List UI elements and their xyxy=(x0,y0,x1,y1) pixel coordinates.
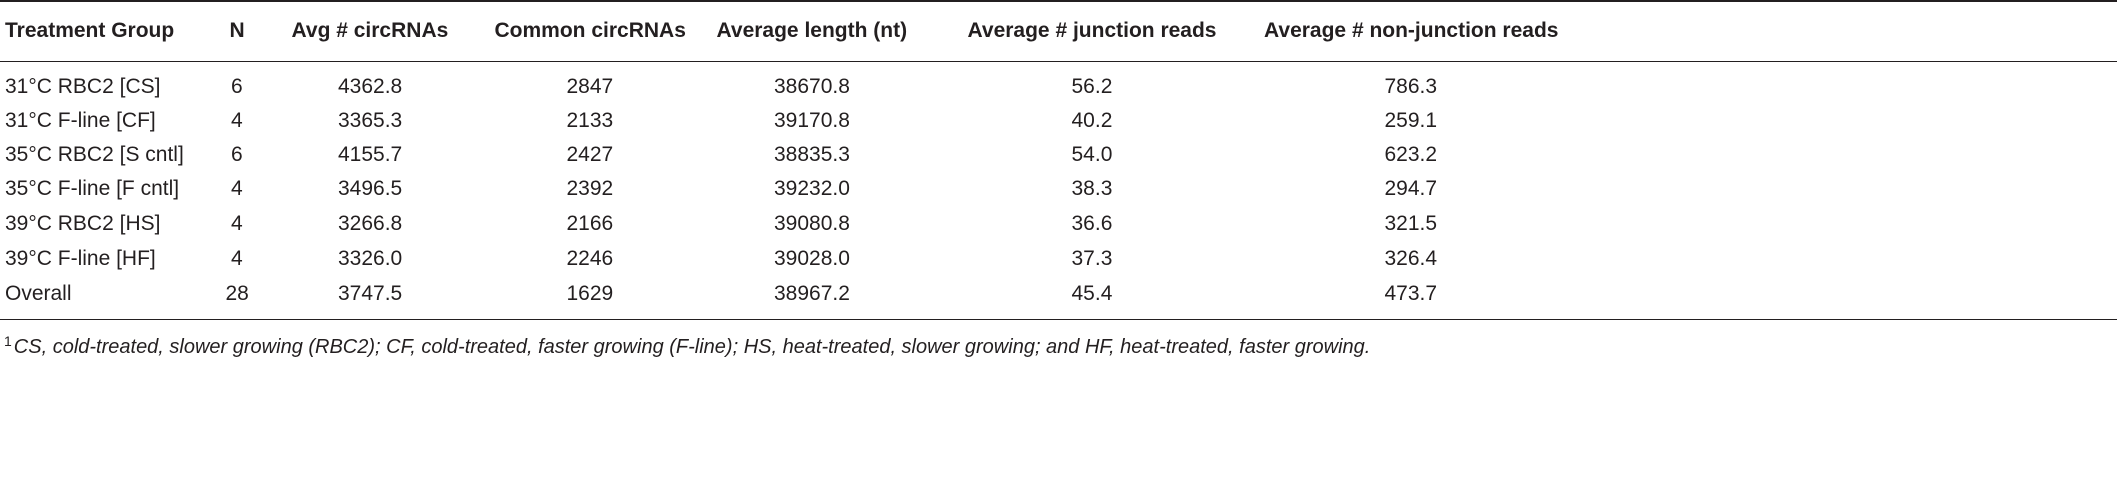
table-cell: 3266.8 xyxy=(338,212,403,235)
row-label: 39°C F-line [HF] xyxy=(5,247,156,270)
table-cell: 2427 xyxy=(566,143,614,166)
table-cell: 2166 xyxy=(566,212,614,235)
table-cell: 38835.3 xyxy=(774,143,850,166)
table-cell: 38967.2 xyxy=(774,282,850,305)
column-header: Common circRNAs xyxy=(494,19,686,42)
table-cell: 40.2 xyxy=(1071,109,1113,132)
table-cell: 39170.8 xyxy=(774,109,850,132)
footnote-text: CS, cold-treated, slower growing (RBC2);… xyxy=(13,336,1371,358)
table-cell: 786.3 xyxy=(1384,75,1438,98)
table-cell: 259.1 xyxy=(1384,109,1438,132)
table-cell: 3365.3 xyxy=(338,109,403,132)
table-cell: 45.4 xyxy=(1071,282,1113,305)
table-cell: 4 xyxy=(231,109,243,132)
table-cell: 54.0 xyxy=(1071,143,1113,166)
footnote-marker: 1 xyxy=(4,333,12,349)
column-header: Average # junction reads xyxy=(967,19,1217,42)
column-header: Average # non-junction reads xyxy=(1264,19,1559,42)
table-cell: 3326.0 xyxy=(338,247,403,270)
table-cell: 4155.7 xyxy=(338,143,403,166)
row-label: 31°C F-line [CF] xyxy=(5,109,156,132)
bottom-rule xyxy=(0,319,2117,320)
table-cell: 2392 xyxy=(566,177,614,200)
table-cell: 4 xyxy=(231,177,243,200)
table-cell: 294.7 xyxy=(1384,177,1438,200)
table-cell: 39232.0 xyxy=(774,177,850,200)
table-cell: 6 xyxy=(231,75,243,98)
table-cell: 2133 xyxy=(566,109,614,132)
table-cell: 38670.8 xyxy=(774,75,850,98)
table-cell: 4362.8 xyxy=(338,75,403,98)
table-cell: 4 xyxy=(231,212,243,235)
table-cell: 39028.0 xyxy=(774,247,850,270)
row-label: 31°C RBC2 [CS] xyxy=(5,75,161,98)
table-cell: 321.5 xyxy=(1384,212,1438,235)
table-cell: 36.6 xyxy=(1071,212,1113,235)
row-label: 35°C RBC2 [S cntl] xyxy=(5,143,184,166)
table-cell: 3747.5 xyxy=(338,282,403,305)
table-cell: 1629 xyxy=(566,282,614,305)
table-cell: 6 xyxy=(231,143,243,166)
column-header: Treatment Group xyxy=(5,19,175,42)
table-cell: 326.4 xyxy=(1384,247,1438,270)
header-rule xyxy=(0,61,2117,62)
column-header: Avg # circRNAs xyxy=(291,19,449,42)
table-cell: 37.3 xyxy=(1071,247,1113,270)
row-label: Overall xyxy=(5,282,72,305)
table-cell: 473.7 xyxy=(1384,282,1438,305)
column-header: N xyxy=(229,19,245,42)
column-header: Average length (nt) xyxy=(716,19,908,42)
table-cell: 3496.5 xyxy=(338,177,403,200)
table-cell: 39080.8 xyxy=(774,212,850,235)
table-cell: 28 xyxy=(225,282,249,305)
top-rule xyxy=(0,0,2117,2)
table-cell: 56.2 xyxy=(1071,75,1113,98)
table-cell: 2246 xyxy=(566,247,614,270)
table-cell: 4 xyxy=(231,247,243,270)
row-label: 35°C F-line [F cntl] xyxy=(5,177,180,200)
row-label: 39°C RBC2 [HS] xyxy=(5,212,161,235)
footnote: 1 CS, cold-treated, slower growing (RBC2)… xyxy=(4,333,1370,359)
table-cell: 623.2 xyxy=(1384,143,1438,166)
table-cell: 2847 xyxy=(566,75,614,98)
table-cell: 38.3 xyxy=(1071,177,1113,200)
